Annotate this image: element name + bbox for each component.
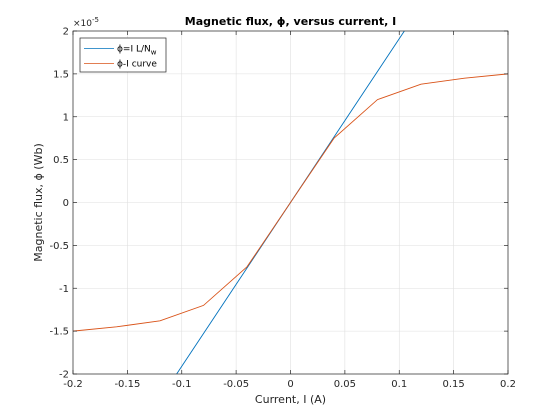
y-tick-label: 0.5 — [53, 155, 69, 166]
y-scale-exponent: -5 — [92, 16, 99, 24]
legend-label-flux-linear-subscript: w — [151, 49, 157, 57]
series-line-flux-curve — [73, 73, 508, 332]
x-axis-label: Current, I (A) — [255, 393, 326, 406]
y-scale-label: ×10-5 — [73, 16, 99, 29]
y-tick-label: -0.5 — [49, 241, 69, 252]
x-tick-label: -0.05 — [223, 379, 249, 390]
y-scale-factor: ×10 — [73, 19, 92, 29]
y-tick-label: -1.5 — [49, 327, 69, 338]
x-tick-label: 0 — [287, 379, 293, 390]
legend-label-flux-linear-main: ϕ=I L/N — [117, 45, 151, 55]
x-tick-label: -0.1 — [172, 379, 192, 390]
x-tick-label: 0.15 — [442, 379, 464, 390]
y-tick-label: 1.5 — [53, 69, 69, 80]
x-tick-label: 0.2 — [500, 379, 516, 390]
axis-ticks: -0.2 -0.15 -0.1 -0.05 0 0.05 0.1 0.15 0.2 -2 -1.5 -… — [49, 27, 515, 391]
plot-frame — [72, 30, 509, 375]
y-tick-label: 1 — [63, 112, 69, 123]
legend-label-flux-linear: ϕ=I L/Nw — [117, 45, 157, 57]
legend: ϕ=I L/Nw ϕ-I curve — [79, 37, 167, 73]
x-tick-label: 0.1 — [391, 379, 407, 390]
y-tick-label: -1 — [59, 284, 69, 295]
y-tick-label: 2 — [63, 27, 69, 38]
y-axis-label: Magnetic flux, ϕ (Wb) — [32, 143, 45, 261]
x-tick-label: 0.05 — [334, 379, 356, 390]
data-series — [73, 31, 508, 374]
x-tick-label: -0.2 — [63, 379, 83, 390]
y-tick-label: -2 — [59, 370, 69, 381]
chart-title: Magnetic flux, ϕ, versus current, I — [185, 15, 396, 28]
y-tick-label: 0 — [63, 198, 69, 209]
x-tick-label: -0.15 — [114, 379, 140, 390]
legend-label-flux-curve: ϕ-I curve — [117, 60, 157, 70]
grid-lines — [72, 30, 509, 375]
legend-box — [79, 37, 167, 73]
